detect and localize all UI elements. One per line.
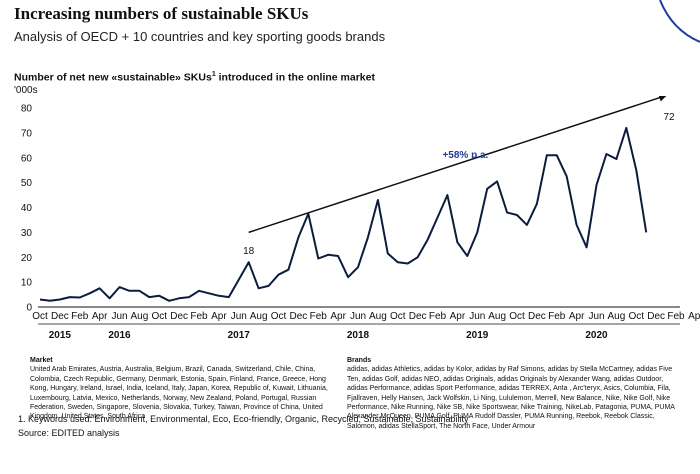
- chart-heading-footnote-mark: 1: [211, 71, 216, 78]
- footnote: 1. Keywords used: Environment, Environme…: [18, 414, 469, 424]
- year-label: 2015: [49, 330, 72, 341]
- x-tick-label: Dec: [170, 311, 188, 322]
- x-tick-label: Feb: [429, 311, 447, 322]
- x-tick-label: Jun: [469, 311, 485, 322]
- markets-label: Market: [30, 357, 53, 364]
- markets-text: United Arab Emirates, Austria, Australia…: [30, 366, 328, 421]
- x-tick-label: Apr: [688, 311, 700, 322]
- trend-arrow: [248, 96, 668, 234]
- x-tick-label: Aug: [250, 311, 268, 322]
- x-tick-label: Apr: [211, 311, 227, 322]
- data-label: 72: [663, 112, 675, 123]
- year-label: 2018: [347, 330, 370, 341]
- x-tick-label: Aug: [130, 311, 148, 322]
- y-tick-label: 40: [21, 203, 33, 214]
- year-label: 2020: [585, 330, 608, 341]
- x-tick-label: Feb: [190, 311, 208, 322]
- y-tick-label: 60: [21, 153, 33, 164]
- x-tick-label: Oct: [390, 311, 406, 322]
- source-line: Source: EDITED analysis: [18, 428, 120, 438]
- x-tick-label: Jun: [350, 311, 366, 322]
- x-tick-label: Aug: [607, 311, 625, 322]
- chart-heading: Number of net new «sustainable» SKUs1 in…: [14, 71, 375, 84]
- y-tick-label: 0: [26, 303, 32, 314]
- x-tick-label: Dec: [289, 311, 307, 322]
- x-tick-label: Dec: [409, 311, 427, 322]
- markets-note: Market United Arab Emirates, Austria, Au…: [30, 356, 330, 422]
- x-tick-label: Oct: [509, 311, 525, 322]
- x-tick-label: Apr: [450, 311, 466, 322]
- x-tick-label: Feb: [71, 311, 89, 322]
- corner-arc-decoration: [659, 0, 700, 43]
- trend-label: +58% p.a.: [442, 150, 488, 161]
- y-axis: 0 10 20 30 40 50 60 70 80: [21, 104, 33, 314]
- x-tick-label: Dec: [51, 311, 69, 322]
- y-axis-unit: '000s: [14, 85, 38, 96]
- x-tick-label: Jun: [588, 311, 604, 322]
- x-tick-label: Jun: [111, 311, 127, 322]
- x-tick-label: Oct: [151, 311, 167, 322]
- y-tick-label: 20: [21, 253, 33, 264]
- chart-heading-rest: introduced in the online market: [215, 71, 375, 84]
- page-title: Increasing numbers of sustainable SKUs: [14, 4, 309, 23]
- y-tick-label: 10: [21, 278, 33, 289]
- series-line: [39, 126, 648, 302]
- x-tick-label: Dec: [528, 311, 546, 322]
- y-tick-label: 50: [21, 178, 33, 189]
- x-tick-label: Feb: [310, 311, 328, 322]
- year-label: 2019: [466, 330, 489, 341]
- x-tick-label: Oct: [32, 311, 48, 322]
- x-tick-label: Aug: [369, 311, 387, 322]
- annotations-group: 18 72 +58% p.a.: [243, 96, 675, 257]
- corner-arc-path: [659, 0, 700, 43]
- x-tick-label: Dec: [647, 311, 665, 322]
- x-tick-label: Apr: [330, 311, 346, 322]
- x-tick-label: Aug: [488, 311, 506, 322]
- x-axis: Oct Dec Feb Apr Jun Aug Oct Dec Feb Apr Jun Aug Oct D…: [32, 306, 700, 341]
- series-group: [39, 126, 648, 302]
- year-label: 2016: [108, 330, 131, 341]
- x-tick-label: Apr: [92, 311, 108, 322]
- y-tick-label: 80: [21, 104, 33, 115]
- x-tick-label: Oct: [271, 311, 287, 322]
- page-subtitle: Analysis of OECD + 10 countries and key …: [14, 29, 386, 44]
- x-tick-label: Apr: [569, 311, 585, 322]
- x-tick-label: Feb: [548, 311, 566, 322]
- brands-text: adidas, adidas Athletics, adidas by Kolo…: [347, 366, 675, 430]
- year-label: 2017: [228, 330, 251, 341]
- brands-note: Brands adidas, adidas Athletics, adidas …: [347, 356, 682, 431]
- x-tick-label: Oct: [628, 311, 644, 322]
- x-tick-label: Feb: [667, 311, 685, 322]
- y-tick-label: 30: [21, 228, 33, 239]
- x-tick-label: Jun: [231, 311, 247, 322]
- brands-label: Brands: [347, 357, 372, 364]
- data-label: 18: [243, 246, 255, 257]
- y-tick-label: 70: [21, 128, 33, 139]
- chart-heading-text: Number of net new «sustainable» SKUs: [14, 71, 212, 84]
